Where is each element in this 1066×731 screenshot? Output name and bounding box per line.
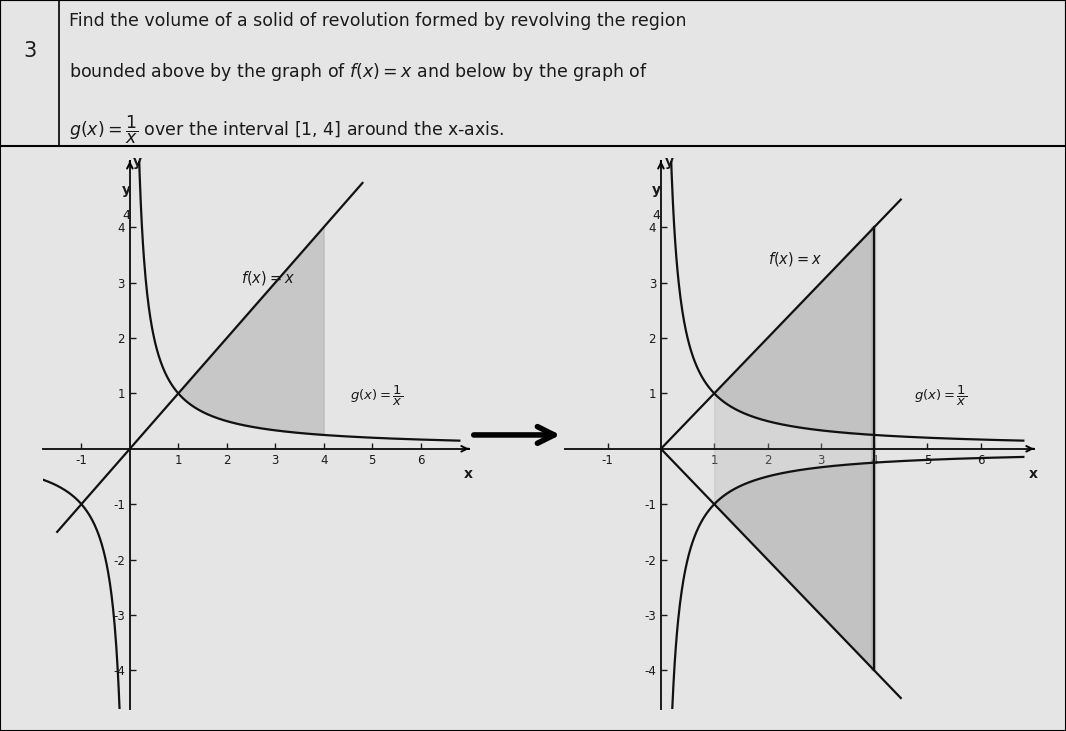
Text: $f(x) = x$: $f(x) = x$	[241, 269, 295, 287]
Text: bounded above by the graph of $f(x) = x$ and below by the graph of: bounded above by the graph of $f(x) = x$…	[69, 61, 648, 83]
Text: $g(x) = \dfrac{1}{x}$: $g(x) = \dfrac{1}{x}$	[914, 383, 967, 407]
Text: $g(x) = \dfrac{1}{x}$ over the interval [1, 4] around the x-axis.: $g(x) = \dfrac{1}{x}$ over the interval …	[69, 114, 504, 146]
Text: y: y	[132, 156, 142, 170]
Text: x: x	[1029, 466, 1037, 481]
Text: 4: 4	[652, 209, 661, 221]
Text: $g(x) = \dfrac{1}{x}$: $g(x) = \dfrac{1}{x}$	[351, 383, 404, 407]
Text: y: y	[122, 183, 130, 197]
Text: $f(x) = x$: $f(x) = x$	[768, 250, 822, 268]
Text: Find the volume of a solid of revolution formed by revolving the region: Find the volume of a solid of revolution…	[69, 12, 687, 30]
Text: y: y	[652, 183, 661, 197]
Text: x: x	[464, 466, 473, 481]
Text: 3: 3	[23, 41, 36, 61]
Text: y: y	[664, 156, 674, 170]
Text: 4: 4	[122, 209, 130, 221]
